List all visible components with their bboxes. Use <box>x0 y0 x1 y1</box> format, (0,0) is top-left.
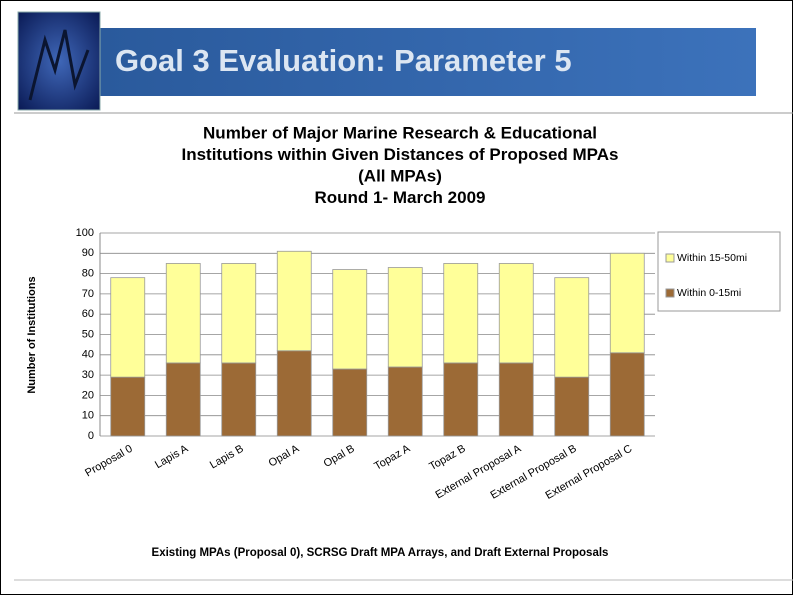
legend-label: Within 15-50mi <box>677 252 747 264</box>
x-tick-label: Topaz A <box>372 442 412 472</box>
bar-segment <box>554 376 590 437</box>
y-tick-label: 60 <box>82 308 94 320</box>
x-tick-label: Opal B <box>322 443 357 470</box>
bar-segment <box>110 376 146 437</box>
x-tick-label: Opal A <box>267 442 302 469</box>
y-tick-label: 10 <box>82 410 94 422</box>
x-axis-label: Existing MPAs (Proposal 0), SCRSG Draft … <box>152 547 609 559</box>
bar-segment <box>443 362 479 437</box>
bar-segment <box>387 267 423 368</box>
chart-title: Number of Major Marine Research & Educat… <box>203 123 597 142</box>
legend-swatch <box>665 253 675 263</box>
y-tick-label: 90 <box>82 247 94 259</box>
bar-segment <box>498 263 534 364</box>
bar-segment <box>165 263 201 364</box>
y-tick-label: 100 <box>76 227 94 239</box>
x-tick-label: Lapis B <box>208 443 246 472</box>
legend-label: Within 0-15mi <box>677 287 741 299</box>
image-detail <box>28 29 90 101</box>
bar-segment <box>221 362 257 437</box>
chart-title: Institutions within Given Distances of P… <box>181 145 618 164</box>
slide-title: Goal 3 Evaluation: Parameter 5 <box>115 43 572 78</box>
bar-segment <box>221 263 257 364</box>
bar-segment <box>332 269 368 370</box>
bar-segment <box>443 263 479 364</box>
bar-segment <box>387 366 423 437</box>
bar-segment <box>332 368 368 437</box>
y-tick-label: 30 <box>82 369 94 381</box>
chart-title: (All MPAs) <box>358 166 442 185</box>
y-tick-label: 40 <box>82 349 94 361</box>
bar-segment <box>498 362 534 437</box>
bar-segment <box>276 350 312 437</box>
y-tick-label: 20 <box>82 389 94 401</box>
bar-segment <box>276 250 312 352</box>
legend-swatch <box>665 288 675 298</box>
x-tick-label: Lapis A <box>153 442 191 471</box>
y-tick-label: 80 <box>82 268 94 280</box>
x-tick-label: Topaz B <box>427 443 467 473</box>
legend-box <box>657 231 781 312</box>
bar-segment <box>110 277 146 378</box>
bar-segment <box>609 352 645 437</box>
header-bar <box>100 28 756 96</box>
y-axis-label: Number of Institutions <box>26 276 38 393</box>
y-tick-label: 0 <box>88 430 94 442</box>
x-tick-label: Proposal 0 <box>83 443 135 480</box>
bar-segment <box>554 277 590 378</box>
bar-segment <box>165 362 201 437</box>
y-tick-label: 50 <box>82 328 94 340</box>
bar-segment <box>609 252 645 354</box>
chart: Number of Major Marine Research & Educat… <box>26 123 781 559</box>
y-tick-label: 70 <box>82 288 94 300</box>
chart-title: Round 1- March 2009 <box>315 188 486 207</box>
